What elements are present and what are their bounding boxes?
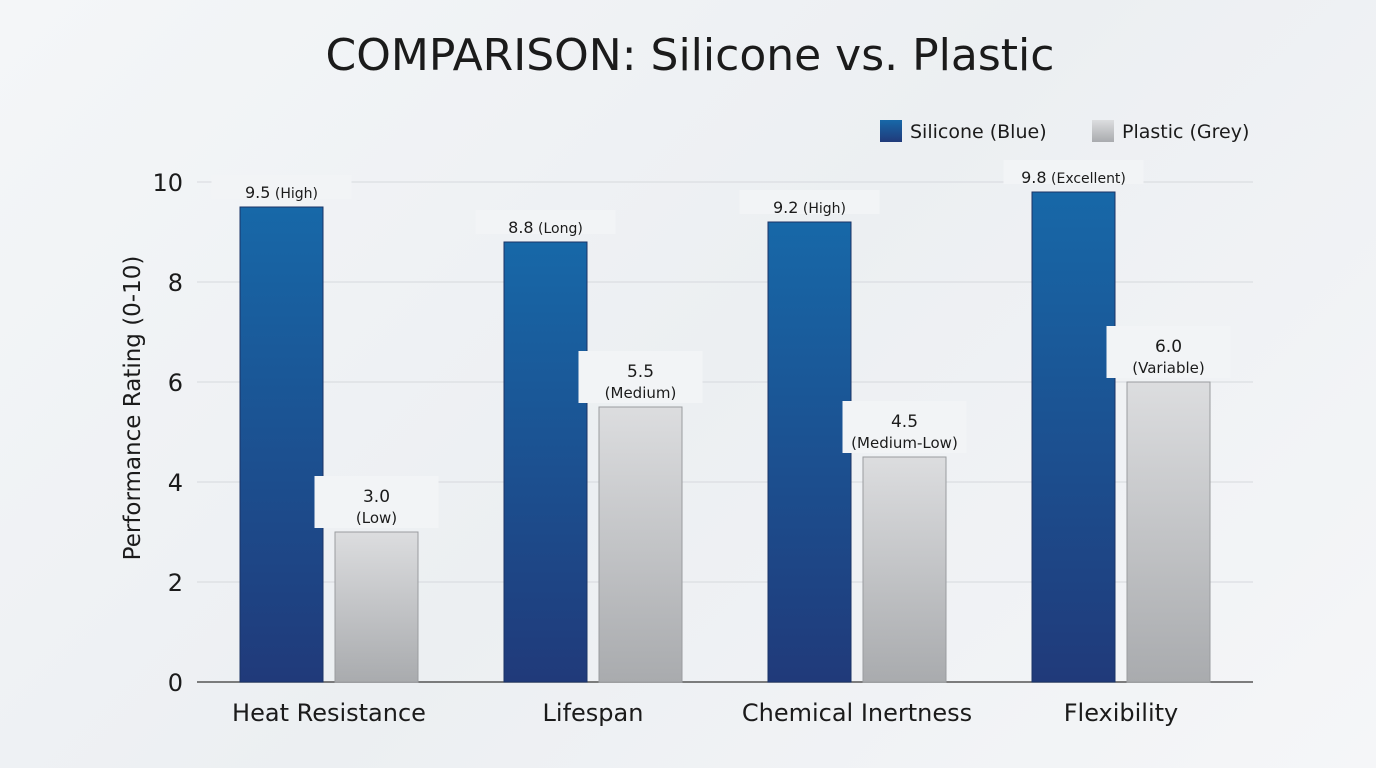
data-label-descriptor: (High) xyxy=(270,186,318,202)
y-tick-label: 8 xyxy=(168,269,183,297)
data-label-plastic-descriptor: (Low) xyxy=(356,509,397,527)
y-tick-label: 0 xyxy=(168,669,183,697)
x-tick-label: Lifespan xyxy=(543,699,644,727)
data-label-plastic-value: 5.5 xyxy=(627,362,654,382)
y-tick-label: 4 xyxy=(168,469,183,497)
legend-swatch-plastic xyxy=(1092,120,1114,142)
bar-silicone xyxy=(239,206,324,683)
bar-silicone xyxy=(503,241,588,683)
bar-plastic xyxy=(1126,381,1211,683)
data-label-plastic-descriptor: (Medium) xyxy=(605,384,677,402)
data-label-bg xyxy=(739,190,880,214)
data-label-silicone: 9.8 (Excellent) xyxy=(1021,168,1126,187)
x-tick-label: Heat Resistance xyxy=(232,699,426,727)
data-label-plastic-value: 6.0 xyxy=(1155,337,1182,357)
data-label-bg xyxy=(211,175,352,199)
data-label-value: 9.2 xyxy=(773,198,798,217)
data-label-bg xyxy=(314,476,439,528)
y-tick-label: 10 xyxy=(152,169,183,197)
data-label-bg xyxy=(578,351,703,403)
bar-plastic xyxy=(334,531,419,683)
data-label-descriptor: (Long) xyxy=(534,221,583,237)
bar-plastic xyxy=(598,406,683,683)
bar-silicone xyxy=(767,221,852,683)
y-tick-label: 6 xyxy=(168,369,183,397)
chart-title: COMPARISON: Silicone vs. Plastic xyxy=(326,30,1055,81)
data-label-plastic-descriptor: (Variable) xyxy=(1132,359,1204,377)
legend-label-plastic: Plastic (Grey) xyxy=(1122,121,1249,143)
data-label-silicone: 9.5 (High) xyxy=(245,183,318,202)
legend-swatch-silicone xyxy=(880,120,902,142)
data-label-plastic-value: 3.0 xyxy=(363,487,390,507)
data-label-value: 8.8 xyxy=(508,218,533,237)
data-label-plastic-descriptor: (Medium-Low) xyxy=(851,434,958,452)
data-label-value: 9.8 xyxy=(1021,168,1046,187)
data-label-bg xyxy=(475,210,616,234)
data-label-descriptor: (Excellent) xyxy=(1047,171,1126,187)
data-label-silicone: 8.8 (Long) xyxy=(508,218,583,237)
bar-plastic xyxy=(862,456,947,683)
data-label-bg xyxy=(1106,326,1231,378)
data-label-value: 9.5 xyxy=(245,183,270,202)
y-axis-label: Performance Rating (0-10) xyxy=(120,256,146,561)
data-label-descriptor: (High) xyxy=(798,201,846,217)
legend-label-silicone: Silicone (Blue) xyxy=(910,121,1047,143)
x-tick-label: Chemical Inertness xyxy=(742,699,972,727)
data-label-bg xyxy=(1003,160,1144,184)
y-tick-label: 2 xyxy=(168,569,183,597)
x-tick-label: Flexibility xyxy=(1064,699,1179,727)
bar-silicone xyxy=(1031,191,1116,683)
legend: Silicone (Blue) Plastic (Grey) xyxy=(880,120,1249,143)
data-label-plastic-value: 4.5 xyxy=(891,412,918,432)
data-label-silicone: 9.2 (High) xyxy=(773,198,846,217)
data-label-bg xyxy=(842,401,967,453)
